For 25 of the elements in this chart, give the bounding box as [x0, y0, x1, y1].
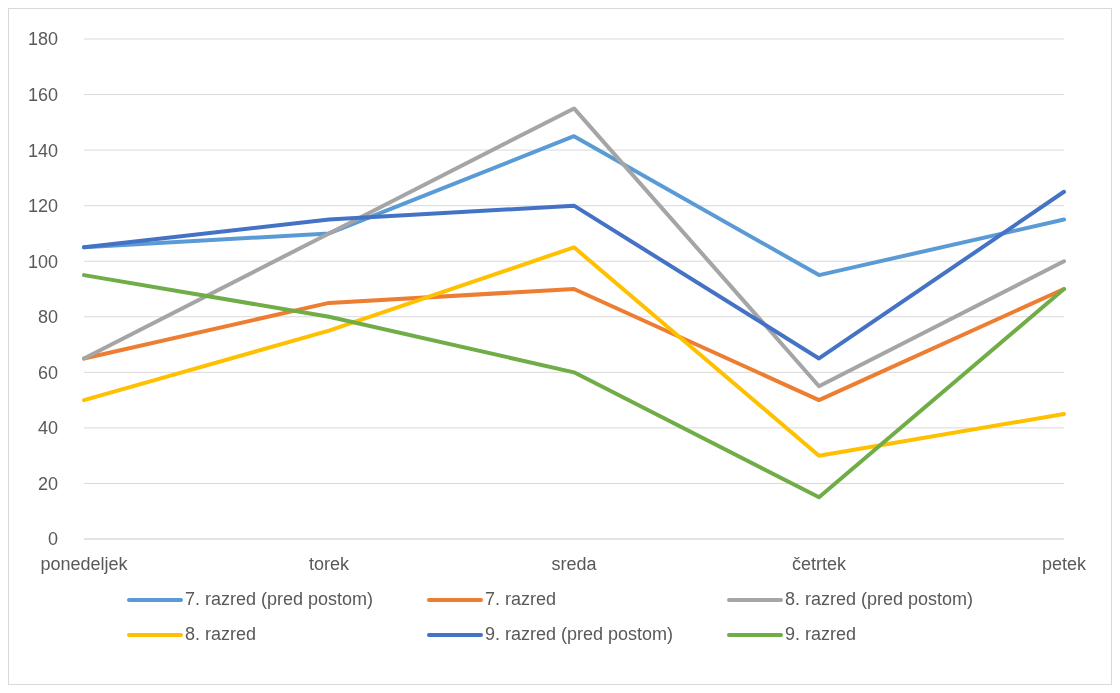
y-tick-label: 180: [27, 29, 58, 50]
x-tick-label: sreda: [551, 553, 598, 574]
legend-label: 7. razred: [485, 589, 557, 610]
line-series: [82, 189, 1066, 361]
y-tick-label: 100: [27, 251, 58, 272]
x-tick-label: četrtek: [791, 553, 847, 574]
legend-label: 8. razred: [185, 624, 257, 645]
y-tick-label: 160: [27, 84, 58, 105]
line-series: [82, 273, 1066, 500]
x-tick-label: torek: [308, 553, 350, 574]
y-tick-label: 0: [47, 529, 58, 550]
y-tick-label: 140: [27, 140, 58, 161]
legend-label: 8. razred (pred postom): [785, 589, 974, 610]
x-tick-label: ponedeljek: [40, 553, 129, 574]
y-tick-label: 60: [37, 362, 58, 383]
y-tick-label: 120: [27, 196, 58, 217]
line-series: [82, 106, 1066, 389]
legend-label: 7. razred (pred postom): [185, 589, 374, 610]
legend-label: 9. razred: [785, 624, 857, 645]
x-tick-label: petek: [1041, 553, 1088, 574]
legend-label: 9. razred (pred postom): [485, 624, 674, 645]
y-tick-label: 40: [37, 418, 58, 439]
y-tick-label: 20: [37, 473, 58, 494]
y-tick-label: 80: [37, 307, 58, 328]
line-series: [82, 245, 1066, 458]
